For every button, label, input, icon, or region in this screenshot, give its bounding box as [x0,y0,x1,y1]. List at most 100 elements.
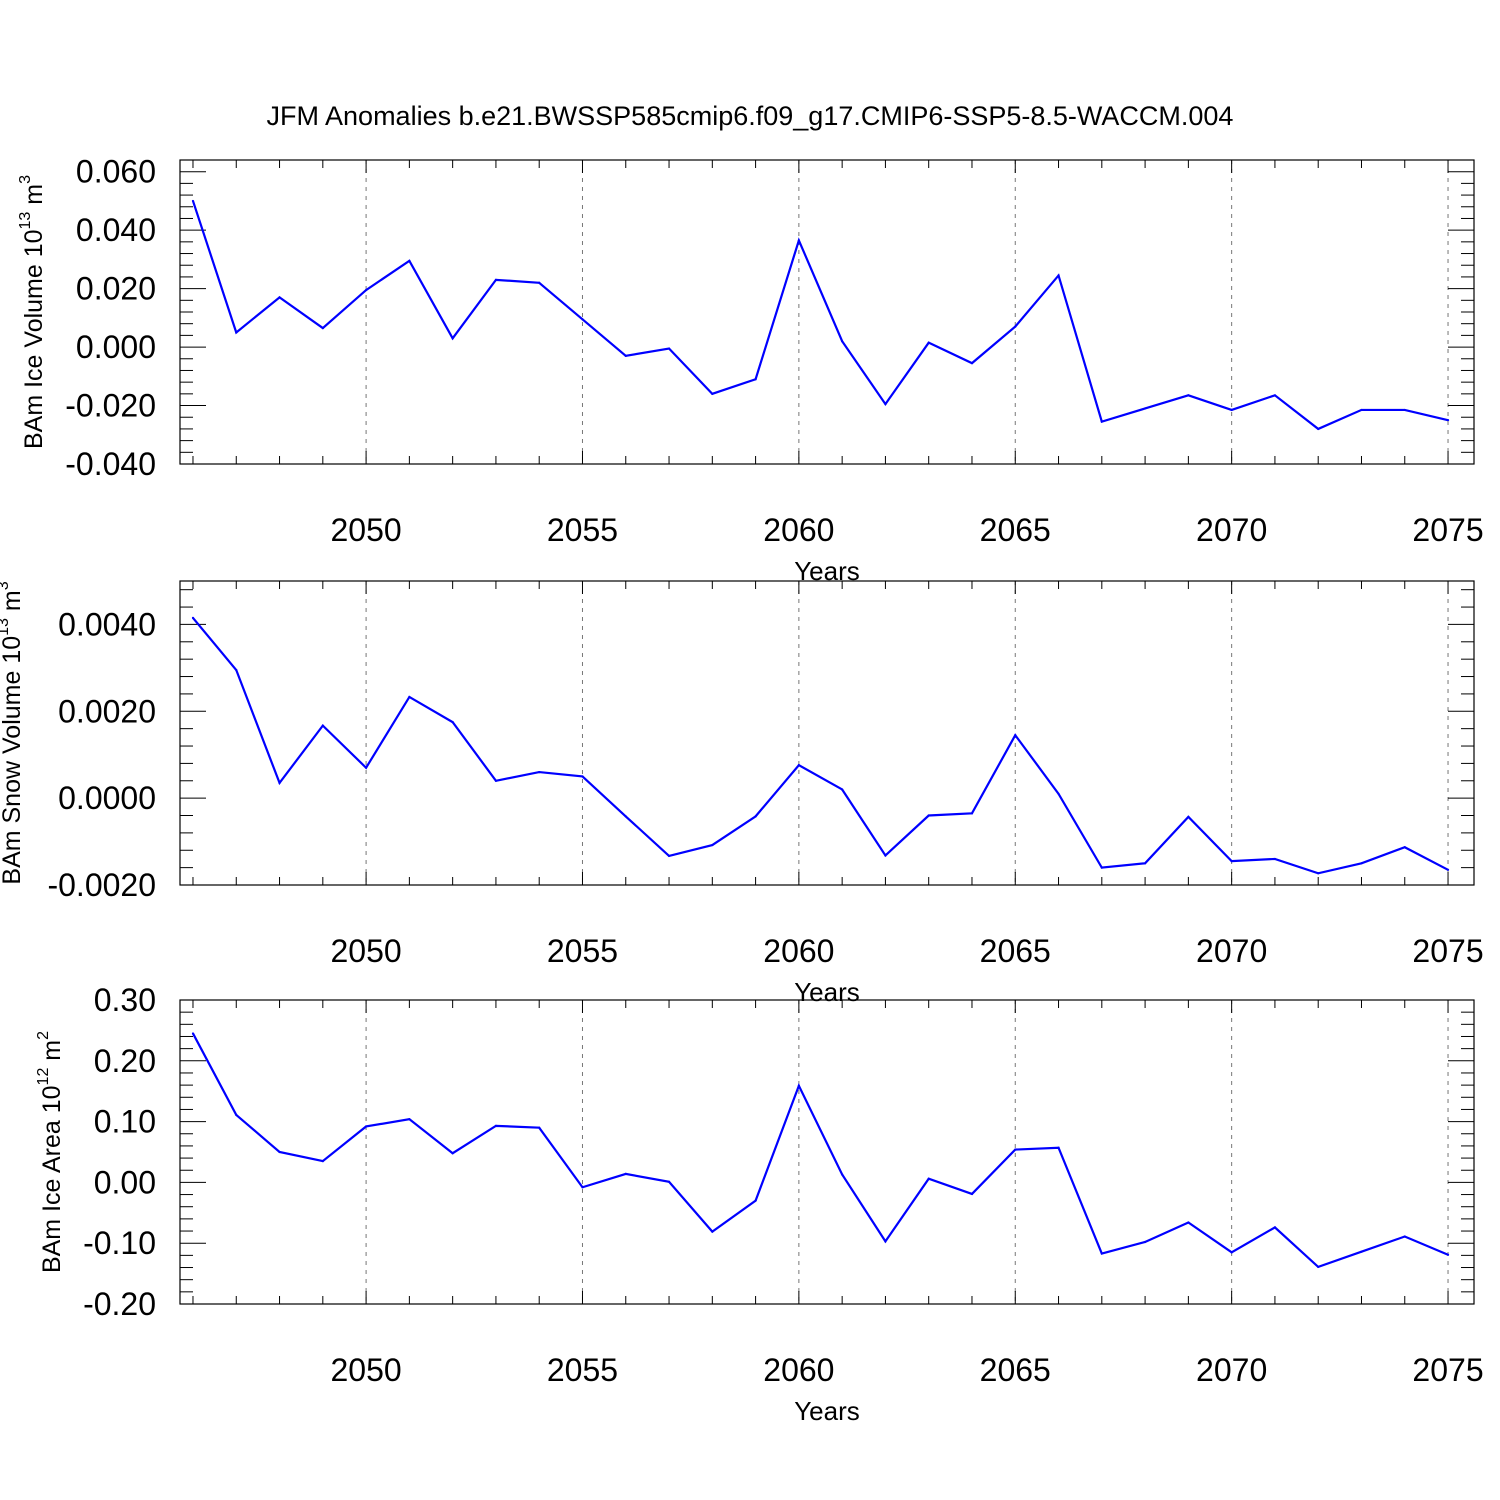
data-point [1057,274,1060,277]
data-point [841,340,844,343]
data-point [1143,862,1147,865]
x-tick-label: 2055 [547,1352,618,1388]
x-tick-label: 2065 [980,512,1051,548]
data-point [1143,407,1147,410]
data-point [451,1152,454,1155]
data-point [321,1160,324,1163]
y-axis-label: BAm Ice Area 1012 m2 [35,1031,66,1273]
panels: -0.040 -0.020 0.000 0.020 0.040 0.060 2050 2055… [0,154,1484,1426]
data-point [451,721,454,724]
data-point [1143,1240,1147,1244]
data-point [841,1173,844,1176]
x-tick-label: 2060 [763,933,834,969]
data-point [408,1118,411,1121]
data-point [754,815,757,818]
y-axis-label-main: BAm Ice Volume 10 [20,229,48,449]
x-tick-label: 2055 [547,512,618,548]
chart-panel-3: -0.20 -0.10 0.00 0.10 0.20 0.30 2050 2055 2060 20… [35,982,1484,1426]
data-point [494,779,498,782]
x-tick-label: 2055 [547,933,618,969]
y-tick-label: 0.10 [94,1104,156,1140]
data-point [711,1230,714,1233]
data-point [278,1150,281,1154]
data-point [841,788,844,791]
y-axis-label-unit: m [0,590,26,618]
data-point [1100,1252,1103,1255]
data-point [538,281,541,284]
data-point [1317,427,1320,431]
data-point [364,288,368,292]
x-axis-label: Years [794,1396,860,1426]
data-point [1187,1221,1190,1224]
data-point [408,259,411,262]
x-tick-label: 2060 [763,512,834,548]
x-tick-label: 2070 [1196,1352,1267,1388]
y-axis-label-unit: m [38,1040,66,1068]
data-point [1360,862,1363,865]
data-point [754,1199,757,1202]
data-point [1187,815,1190,818]
y-axis-label-unit-exponent: 2 [35,1031,52,1040]
data-point [581,775,584,778]
plot-frame [179,580,1475,886]
y-tick-label: 0.0000 [58,780,156,816]
data-point [927,341,930,344]
data-point [408,695,411,699]
data-point [191,199,195,203]
y-axis-label-unit-exponent: 3 [17,175,34,184]
plot-frame [179,999,1475,1305]
data-point [970,362,974,365]
data-point [191,616,195,620]
y-axis-label-exponent: 12 [35,1068,52,1086]
data-point [1403,1235,1406,1238]
data-point [927,1177,930,1180]
y-tick-label: 0.0040 [58,606,156,642]
data-point [364,1125,368,1128]
data-point [364,766,368,769]
data-point [1273,1226,1277,1229]
data-point [538,1126,541,1129]
data-point [1057,1146,1060,1149]
series-line [192,617,1449,875]
y-axis-label-exponent: 13 [0,618,12,636]
data-point [581,318,584,321]
x-tick-label: 2070 [1196,933,1267,969]
plot-frame [179,159,1475,465]
data-point [1403,408,1406,412]
data-point [970,1192,974,1196]
data-point [1446,419,1450,422]
x-tick-label: 2050 [330,1352,401,1388]
y-tick-label: 0.040 [76,212,156,248]
data-point [797,239,800,242]
y-axis-label-unit-exponent: 3 [0,581,12,590]
data-point [321,326,324,330]
figure-title: JFM Anomalies b.e21.BWSSP585cmip6.f09_g1… [267,101,1234,131]
data-point [1230,408,1233,412]
data-point [711,392,714,395]
data-point [884,1240,887,1243]
x-tick-label: 2065 [980,933,1051,969]
data-point [797,764,800,767]
x-tick-label: 2075 [1412,933,1483,969]
data-point [1446,868,1450,871]
data-point [494,1124,498,1127]
x-tick-label: 2060 [763,1352,834,1388]
y-axis-label-exponent: 13 [17,212,34,230]
data-point [191,1032,195,1035]
data-point [1317,1265,1320,1269]
y-tick-label: -0.20 [83,1286,156,1322]
x-tick-label: 2070 [1196,512,1267,548]
data-point [754,378,757,381]
data-point [278,781,281,785]
y-tick-label: -0.10 [83,1225,156,1261]
y-tick-label: -0.020 [65,388,156,424]
y-tick-label: 0.0020 [58,693,156,729]
data-point [321,724,324,727]
x-tick-label: 2050 [330,933,401,969]
x-tick-label: 2065 [980,1352,1051,1388]
data-point [1014,325,1017,328]
data-point [624,354,627,357]
data-point [667,1180,671,1183]
data-point [235,1113,238,1117]
chart-panel-1: -0.040 -0.020 0.000 0.020 0.040 0.060 2050 2055… [17,154,1484,586]
